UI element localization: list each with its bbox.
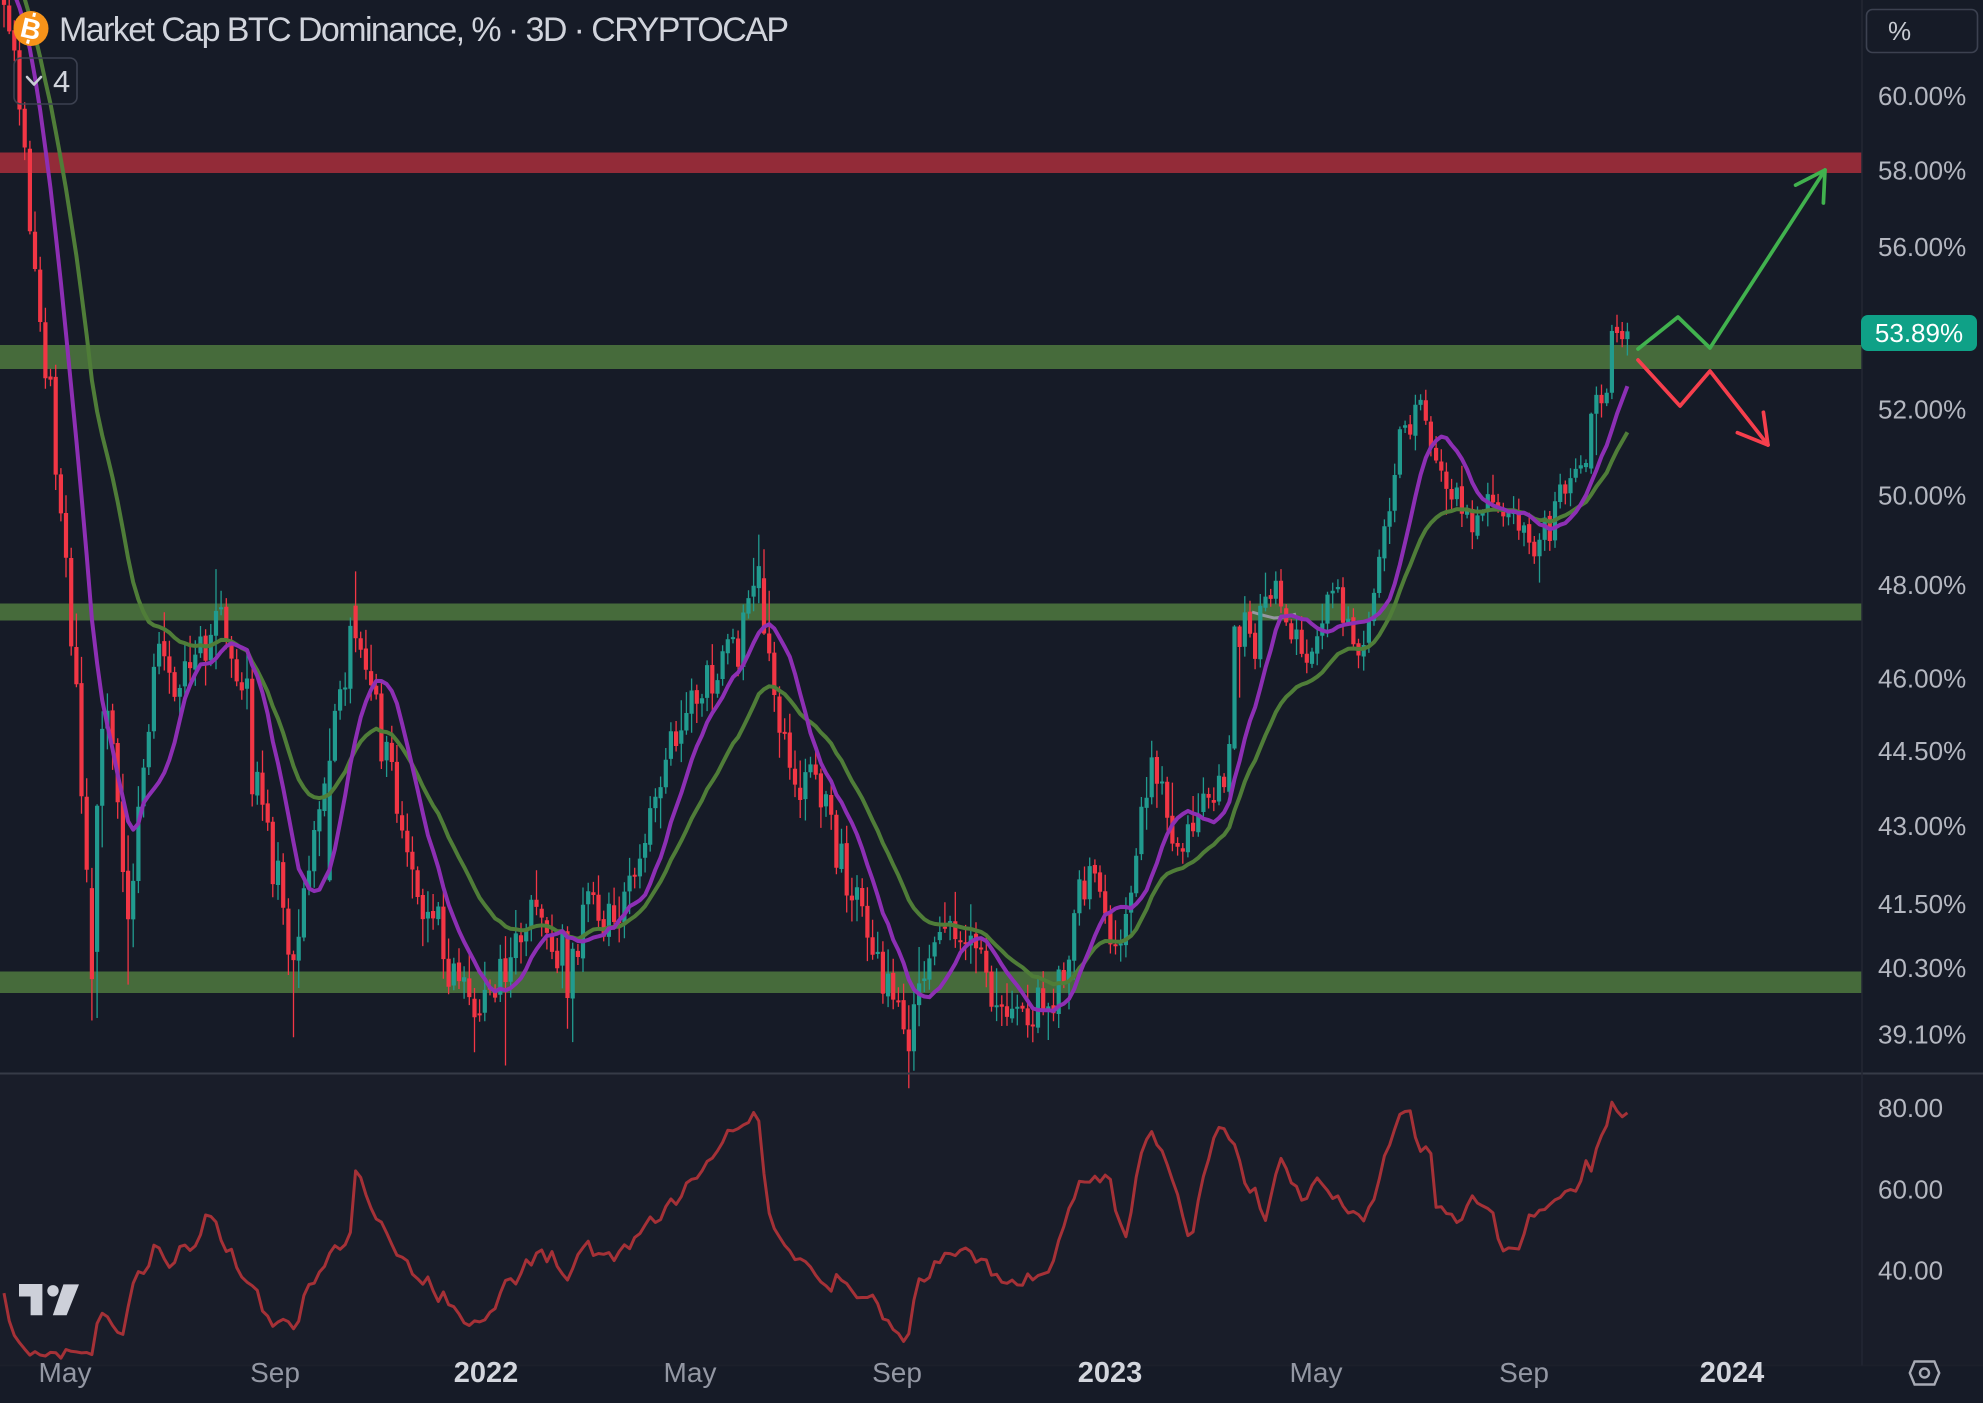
- svg-text:%: %: [1888, 16, 1911, 46]
- svg-text:2023: 2023: [1078, 1357, 1143, 1389]
- svg-text:2022: 2022: [454, 1357, 519, 1389]
- svg-text:39.10%: 39.10%: [1878, 1019, 1966, 1049]
- svg-text:Market Cap BTC Dominance, % ·: Market Cap BTC Dominance, % · 3D · CRYPT…: [59, 11, 789, 49]
- svg-text:60.00: 60.00: [1878, 1174, 1943, 1204]
- svg-text:56.00%: 56.00%: [1878, 232, 1966, 262]
- svg-text:May: May: [664, 1357, 717, 1388]
- svg-text:4: 4: [53, 64, 70, 99]
- svg-text:58.00%: 58.00%: [1878, 155, 1966, 185]
- svg-text:52.00%: 52.00%: [1878, 395, 1966, 425]
- svg-text:40.30%: 40.30%: [1878, 953, 1966, 983]
- svg-text:40.00: 40.00: [1878, 1256, 1943, 1286]
- svg-text:46.00%: 46.00%: [1878, 663, 1966, 693]
- svg-text:53.89%: 53.89%: [1875, 318, 1963, 348]
- svg-text:80.00: 80.00: [1878, 1093, 1943, 1123]
- svg-text:44.50%: 44.50%: [1878, 736, 1966, 766]
- svg-text:43.00%: 43.00%: [1878, 811, 1966, 841]
- svg-text:2024: 2024: [1700, 1357, 1765, 1389]
- svg-text:Sep: Sep: [872, 1357, 922, 1388]
- svg-text:May: May: [1290, 1357, 1343, 1388]
- svg-text:48.00%: 48.00%: [1878, 570, 1966, 600]
- svg-text:May: May: [39, 1357, 92, 1388]
- svg-text:50.00%: 50.00%: [1878, 481, 1966, 511]
- svg-text:Sep: Sep: [250, 1357, 300, 1388]
- svg-text:Sep: Sep: [1499, 1357, 1549, 1388]
- svg-text:41.50%: 41.50%: [1878, 889, 1966, 919]
- svg-text:60.00%: 60.00%: [1878, 81, 1966, 111]
